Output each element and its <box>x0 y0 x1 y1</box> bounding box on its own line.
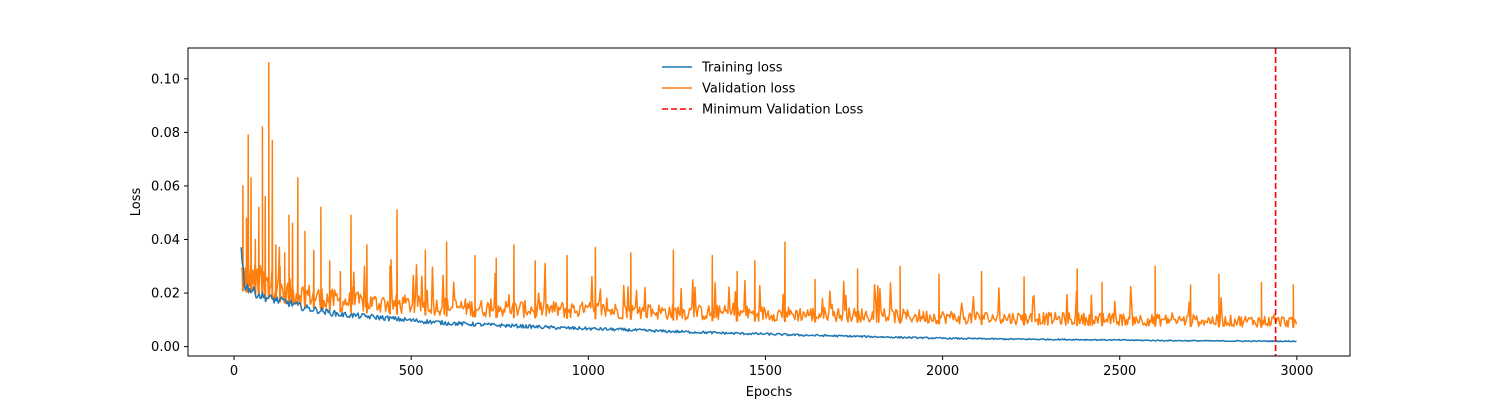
y-tick-label: 0.02 <box>151 287 180 302</box>
y-tick-label: 0.08 <box>151 126 180 141</box>
x-tick-label: 0 <box>230 364 238 379</box>
legend-label: Training loss <box>701 61 783 76</box>
validation-loss-line <box>240 61 1298 329</box>
x-axis-label: Epochs <box>746 385 793 400</box>
x-tick-label: 1000 <box>572 364 605 379</box>
axes-frame <box>187 47 1351 357</box>
y-axis-label: Loss <box>129 188 144 217</box>
x-tick-label: 500 <box>399 364 424 379</box>
x-tick-label: 1500 <box>749 364 782 379</box>
y-tick-label: 0.00 <box>151 340 180 355</box>
x-tick-label: 3000 <box>1280 364 1313 379</box>
x-tick-label: 2500 <box>1103 364 1136 379</box>
y-tick-label: 0.06 <box>151 179 180 194</box>
y-tick-label: 0.04 <box>151 233 180 248</box>
legend-label: Validation loss <box>702 82 796 97</box>
legend-label: Minimum Validation Loss <box>702 103 863 118</box>
x-tick-label: 2000 <box>926 364 959 379</box>
training-loss-line <box>240 247 1297 343</box>
legend: Training loss Validation loss Minimum Vali… <box>662 61 863 118</box>
y-tick-label: 0.10 <box>151 72 180 87</box>
